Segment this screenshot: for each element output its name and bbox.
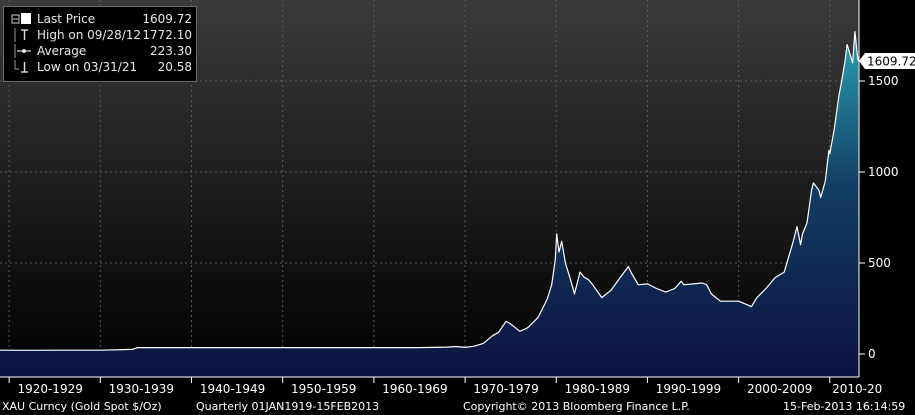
- legend-item-last-price: Last Price 1609.72: [4, 11, 192, 27]
- data-layer: [0, 30, 859, 377]
- legend: Last Price 1609.72 High on 09/28/12 1772…: [3, 6, 197, 82]
- legend-label: Last Price: [37, 12, 96, 26]
- y-tick-label: 500: [868, 256, 891, 270]
- legend-item-average: Average 223.30: [4, 43, 192, 59]
- legend-value: 1609.72: [142, 12, 192, 26]
- x-tick-label: 1990-1999: [656, 382, 721, 396]
- x-tick-label: 2000-2009: [747, 382, 812, 396]
- y-tick-label: 0: [868, 347, 876, 361]
- legend-value: 223.30: [150, 44, 192, 58]
- legend-label: Low on 03/31/21: [37, 60, 138, 74]
- legend-label: High on 09/28/12: [37, 28, 142, 42]
- x-tick-label: 2010-20: [832, 382, 882, 396]
- price-line: [0, 30, 859, 351]
- price-area: [0, 31, 859, 377]
- axes: 0 500 1000 1500 1920-1929 1930-1939 1940-1949 1…: [0, 0, 915, 396]
- low-marker-icon: [14, 60, 28, 73]
- legend-value: 20.58: [157, 60, 192, 74]
- footer: XAU Curncy (Gold Spot $/Oz) Quarterly 01…: [0, 398, 915, 415]
- x-tick-label: 1920-1929: [17, 382, 82, 396]
- x-tick-label: 1960-1969: [382, 382, 447, 396]
- x-tick-label: 1930-1939: [109, 382, 174, 396]
- last-value-tag: [859, 53, 915, 70]
- footer-range: Quarterly 01JAN1919-15FEB2013: [196, 400, 380, 413]
- high-marker-icon: [14, 28, 28, 42]
- y-tick-label: 1500: [868, 74, 899, 88]
- legend-item-high: High on 09/28/12 1772.10: [4, 27, 192, 43]
- x-tick-label: 1940-1949: [200, 382, 265, 396]
- last-value-label: 1609.72: [867, 55, 915, 69]
- average-line-icon: [14, 44, 31, 58]
- y-tick-label: 1000: [868, 165, 899, 179]
- legend-item-low: Low on 03/31/21 20.58: [4, 59, 192, 75]
- last-price-square-icon: [11, 13, 31, 24]
- footer-ticker: XAU Curncy (Gold Spot $/Oz): [2, 400, 162, 413]
- x-tick-label: 1950-1959: [291, 382, 356, 396]
- footer-copyright: Copyright© 2013 Bloomberg Finance L.P.: [463, 400, 690, 413]
- legend-label: Average: [37, 44, 87, 58]
- legend-value: 1772.10: [142, 28, 192, 42]
- x-tick-label: 1980-1989: [565, 382, 630, 396]
- footer-timestamp: 15-Feb-2013 16:14:59: [783, 400, 906, 413]
- x-tick-label: 1970-1979: [473, 382, 538, 396]
